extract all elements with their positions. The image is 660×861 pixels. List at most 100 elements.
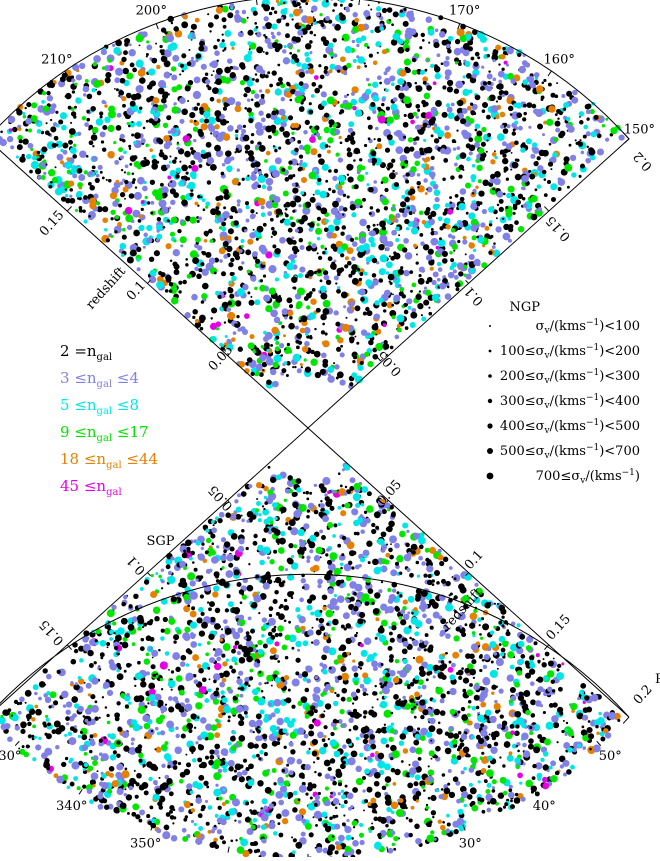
galaxy-group-point xyxy=(301,315,308,322)
galaxy-group-point xyxy=(437,262,441,266)
galaxy-group-point xyxy=(210,132,212,134)
galaxy-group-point xyxy=(255,122,263,130)
galaxy-group-point xyxy=(221,628,223,630)
galaxy-group-point xyxy=(75,97,81,103)
galaxy-group-point xyxy=(101,140,104,143)
galaxy-group-point xyxy=(188,49,190,51)
galaxy-group-point xyxy=(149,148,153,152)
galaxy-group-point xyxy=(181,165,188,172)
galaxy-group-point xyxy=(463,43,470,50)
galaxy-group-point xyxy=(363,715,366,718)
galaxy-group-point xyxy=(180,244,183,247)
galaxy-group-point xyxy=(251,163,256,168)
galaxy-group-point xyxy=(143,246,146,249)
galaxy-group-point xyxy=(498,808,501,811)
galaxy-group-point xyxy=(200,327,204,331)
galaxy-group-point xyxy=(353,355,357,359)
galaxy-group-point xyxy=(437,53,441,57)
galaxy-group-point xyxy=(239,764,243,768)
galaxy-group-point xyxy=(291,276,297,282)
galaxy-group-point xyxy=(28,128,32,132)
galaxy-group-point xyxy=(405,303,408,306)
galaxy-group-point xyxy=(288,228,293,233)
galaxy-group-point xyxy=(335,152,339,156)
galaxy-group-point xyxy=(73,144,76,147)
galaxy-group-point xyxy=(384,206,388,210)
galaxy-group-point xyxy=(149,81,154,86)
galaxy-group-point xyxy=(264,342,270,348)
galaxy-group-point xyxy=(312,288,316,292)
galaxy-group-point xyxy=(93,733,98,738)
galaxy-group-point xyxy=(423,81,427,85)
galaxy-group-point xyxy=(92,760,98,766)
galaxy-group-point xyxy=(168,130,172,134)
galaxy-group-point xyxy=(534,641,538,645)
galaxy-group-point xyxy=(197,103,200,106)
galaxy-group-point xyxy=(171,106,178,113)
galaxy-group-point xyxy=(211,307,217,313)
galaxy-group-point xyxy=(289,254,295,260)
galaxy-group-point xyxy=(352,106,357,111)
galaxy-group-point xyxy=(245,362,248,365)
galaxy-group-point xyxy=(207,601,209,603)
galaxy-group-point xyxy=(489,220,492,223)
galaxy-group-point xyxy=(543,79,546,82)
galaxy-group-point xyxy=(354,634,357,637)
galaxy-group-point xyxy=(117,113,122,118)
galaxy-group-point xyxy=(331,262,335,266)
galaxy-group-point xyxy=(219,682,225,688)
galaxy-group-point xyxy=(449,251,453,255)
galaxy-group-point xyxy=(387,162,393,168)
galaxy-group-point xyxy=(237,208,242,213)
galaxy-group-point xyxy=(223,254,228,259)
galaxy-group-point xyxy=(498,71,505,78)
galaxy-group-point xyxy=(327,96,335,104)
galaxy-group-point xyxy=(79,209,83,213)
galaxy-group-point xyxy=(254,299,260,305)
galaxy-group-point xyxy=(134,132,141,139)
galaxy-group-point xyxy=(366,256,372,262)
galaxy-group-point xyxy=(283,190,289,196)
galaxy-group-point xyxy=(438,216,443,221)
galaxy-group-point xyxy=(169,289,173,293)
galaxy-group-point xyxy=(93,55,101,63)
galaxy-group-point xyxy=(356,44,359,47)
galaxy-group-point xyxy=(328,256,333,261)
galaxy-group-point xyxy=(106,179,108,181)
galaxy-group-point xyxy=(368,158,372,162)
galaxy-group-point xyxy=(162,93,168,99)
galaxy-group-point xyxy=(306,246,312,252)
galaxy-group-point xyxy=(306,556,310,560)
galaxy-group-point xyxy=(41,146,47,152)
galaxy-group-point xyxy=(502,47,505,50)
galaxy-group-point xyxy=(274,317,281,324)
galaxy-group-point xyxy=(127,257,134,264)
galaxy-group-point xyxy=(246,631,250,635)
galaxy-group-point xyxy=(416,85,423,92)
galaxy-group-point xyxy=(426,207,431,212)
galaxy-group-point xyxy=(403,122,409,128)
galaxy-group-point xyxy=(339,112,342,115)
galaxy-group-point xyxy=(207,86,211,90)
galaxy-group-point xyxy=(193,139,196,142)
galaxy-group-point xyxy=(139,106,142,109)
galaxy-group-point xyxy=(124,198,126,200)
galaxy-group-point xyxy=(250,209,254,213)
galaxy-group-point xyxy=(434,138,439,143)
galaxy-group-point xyxy=(264,159,268,163)
galaxy-group-point xyxy=(129,193,135,199)
galaxy-group-point xyxy=(306,16,314,24)
galaxy-group-point xyxy=(238,546,244,552)
galaxy-group-point xyxy=(495,226,501,232)
galaxy-group-point xyxy=(179,119,184,124)
galaxy-group-point xyxy=(496,217,498,219)
galaxy-group-point xyxy=(486,808,491,813)
galaxy-group-point xyxy=(161,206,169,214)
galaxy-group-point xyxy=(395,226,400,231)
galaxy-group-point xyxy=(129,43,132,46)
galaxy-group-point xyxy=(205,201,210,206)
galaxy-group-point xyxy=(305,57,311,63)
galaxy-group-point xyxy=(184,151,191,158)
galaxy-group-point xyxy=(305,764,311,770)
galaxy-group-point xyxy=(236,315,239,318)
